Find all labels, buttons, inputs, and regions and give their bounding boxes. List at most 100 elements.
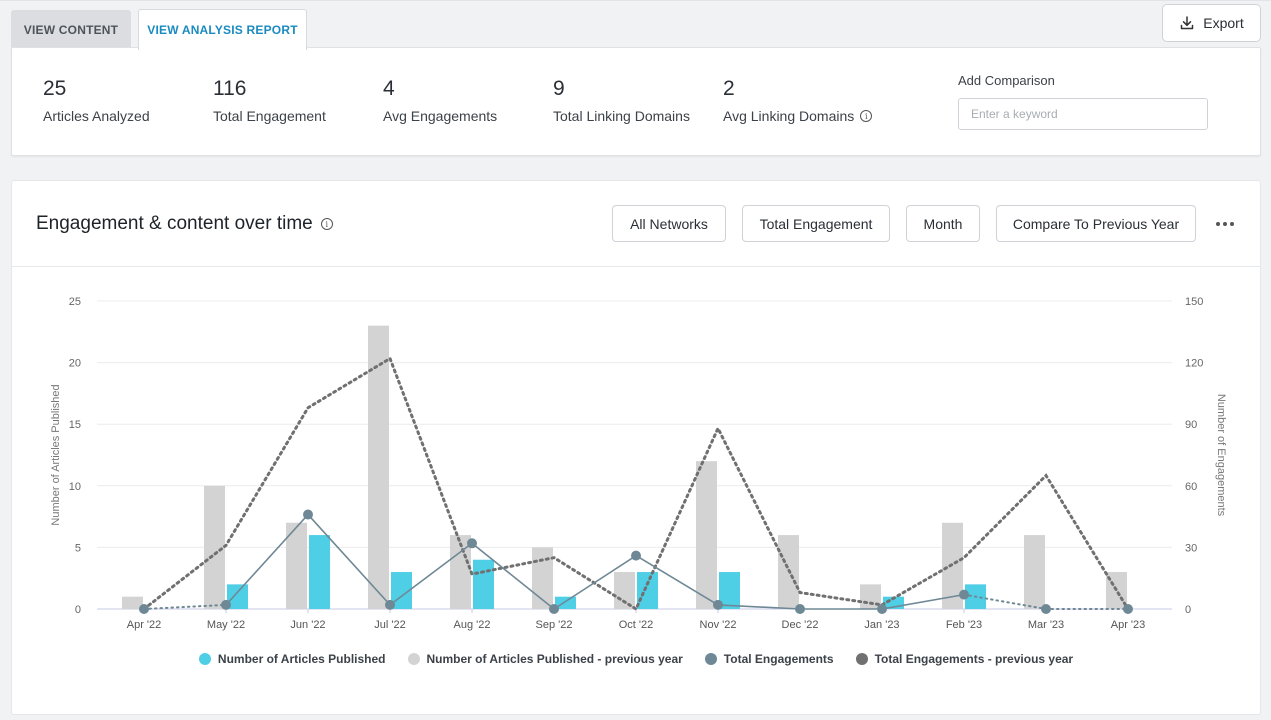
x-tick-label: Apr '23 [1111, 619, 1146, 631]
stat-avg-engagements: 4 Avg Engagements [383, 76, 497, 124]
tab-view-analysis-report[interactable]: VIEW ANALYSIS REPORT [138, 9, 307, 50]
chart-title: Engagement & content over time i [36, 213, 333, 235]
x-tick-label: Jan '23 [864, 619, 899, 631]
x-tick-label: Dec '22 [782, 619, 819, 631]
bar-articles [309, 535, 330, 609]
line-engagements-segment [471, 542, 555, 610]
y2-axis-label: Number of Engagements [1215, 394, 1227, 517]
y-tick-label: 10 [69, 481, 81, 493]
point-engagements [385, 599, 395, 610]
stat-avg-linking-domains: 2 Avg Linking Domains i [723, 76, 873, 124]
export-button[interactable]: Export [1162, 4, 1261, 42]
y2-tick-label: 120 [1185, 358, 1203, 370]
chart-legend: Number of Articles Published Number of A… [12, 652, 1260, 666]
point-engagements [139, 604, 149, 614]
line-engagements-segment [143, 603, 227, 610]
stat-value: 9 [553, 77, 565, 100]
x-tick-label: Mar '23 [1028, 619, 1064, 631]
bar-articles [719, 572, 740, 609]
bar-articles-previous-year [286, 522, 307, 609]
point-engagements [467, 538, 477, 549]
stat-value: 25 [43, 77, 67, 100]
download-icon [1181, 16, 1194, 30]
stat-value: 116 [213, 77, 247, 100]
y-tick-label: 0 [75, 604, 81, 616]
info-icon[interactable]: i [860, 110, 873, 122]
line-engagements-segment [881, 593, 965, 610]
y-tick-label: 5 [75, 542, 81, 554]
y2-tick-label: 30 [1185, 542, 1197, 554]
bar-articles-previous-year [204, 485, 225, 609]
compare-previous-year-button[interactable]: Compare To Previous Year [996, 205, 1196, 242]
x-tick-label: Oct '22 [619, 619, 654, 631]
stat-label: Avg Linking Domains i [723, 108, 873, 124]
y-axis-label: Number of Articles Published [50, 384, 62, 525]
bar-articles-previous-year [1024, 535, 1045, 609]
x-tick-label: Sep '22 [536, 619, 573, 631]
point-engagements [1041, 604, 1051, 614]
stat-total-linking-domains: 9 Total Linking Domains [553, 76, 690, 124]
bar-articles-previous-year [122, 596, 143, 609]
point-engagements [713, 599, 723, 610]
legend-swatch [855, 653, 868, 665]
divider [12, 266, 1260, 267]
y2-tick-label: 0 [1185, 604, 1191, 616]
point-engagements [549, 604, 559, 614]
point-engagements [795, 604, 805, 614]
y2-tick-label: 90 [1185, 419, 1197, 431]
export-label: Export [1203, 15, 1244, 31]
y2-tick-label: 60 [1185, 481, 1197, 493]
x-tick-label: Aug '22 [454, 619, 491, 631]
bar-articles [473, 559, 494, 609]
stat-total-engagement: 116 Total Engagement [213, 76, 326, 124]
bar-articles-previous-year [532, 547, 553, 609]
legend-swatch [704, 653, 717, 665]
line-engagements-previous-year [142, 356, 1130, 612]
x-tick-label: Feb '23 [946, 619, 982, 631]
x-tick-label: Nov '22 [700, 619, 737, 631]
legend-item-engagements-previous-year[interactable]: Total Engagements - previous year [855, 652, 1073, 666]
y-tick-label: 25 [69, 296, 81, 308]
stat-value: 4 [383, 77, 395, 100]
x-tick-label: Jul '22 [374, 619, 405, 631]
period-dropdown[interactable]: Month [906, 205, 980, 242]
y-tick-label: 15 [69, 419, 81, 431]
stat-value: 2 [723, 77, 735, 100]
line-engagements-segment [635, 554, 719, 606]
stat-label: Total Engagement [213, 108, 326, 124]
line-engagements-segment [307, 513, 391, 606]
line-engagements-segment [389, 542, 473, 606]
stat-articles-analyzed: 25 Articles Analyzed [43, 76, 150, 124]
line-engagements-segment [225, 513, 309, 606]
more-options-icon[interactable] [1213, 213, 1237, 235]
point-engagements [631, 550, 641, 561]
stats-card: 25 Articles Analyzed 116 Total Engagemen… [11, 47, 1261, 156]
stat-label: Total Linking Domains [553, 108, 690, 124]
engagement-chart-card: Engagement & content over time i All Net… [11, 180, 1261, 715]
point-engagements [221, 599, 231, 610]
point-engagements [303, 509, 313, 520]
bar-articles [637, 572, 658, 609]
engagement-chart: 0 5 10 15 20 25 0 30 60 90 120 150 Number of Article… [50, 296, 1227, 631]
comparison-keyword-input[interactable] [958, 98, 1208, 130]
legend-swatch [198, 653, 211, 665]
networks-dropdown[interactable]: All Networks [612, 205, 726, 242]
legend-item-articles-previous-year[interactable]: Number of Articles Published - previous … [407, 652, 683, 666]
x-tick-label: Apr '22 [127, 619, 162, 631]
point-engagements [877, 604, 887, 614]
legend-item-articles[interactable]: Number of Articles Published [198, 652, 386, 666]
stat-label: Avg Engagements [383, 108, 498, 124]
bar-articles-previous-year [368, 325, 389, 609]
point-engagements [959, 589, 969, 600]
metric-dropdown[interactable]: Total Engagement [742, 205, 890, 242]
bar-articles-previous-year [696, 461, 717, 609]
legend-item-engagements[interactable]: Total Engagements [704, 652, 834, 666]
info-icon[interactable]: i [320, 218, 333, 230]
line-engagements-segment [717, 604, 801, 610]
y2-tick-label: 150 [1185, 296, 1203, 308]
x-tick-label: May '22 [207, 619, 245, 631]
stat-label: Articles Analyzed [43, 108, 150, 124]
tab-view-content[interactable]: VIEW CONTENT [11, 10, 131, 49]
x-tick-label: Jun '22 [290, 619, 325, 631]
bar-articles [555, 596, 576, 609]
